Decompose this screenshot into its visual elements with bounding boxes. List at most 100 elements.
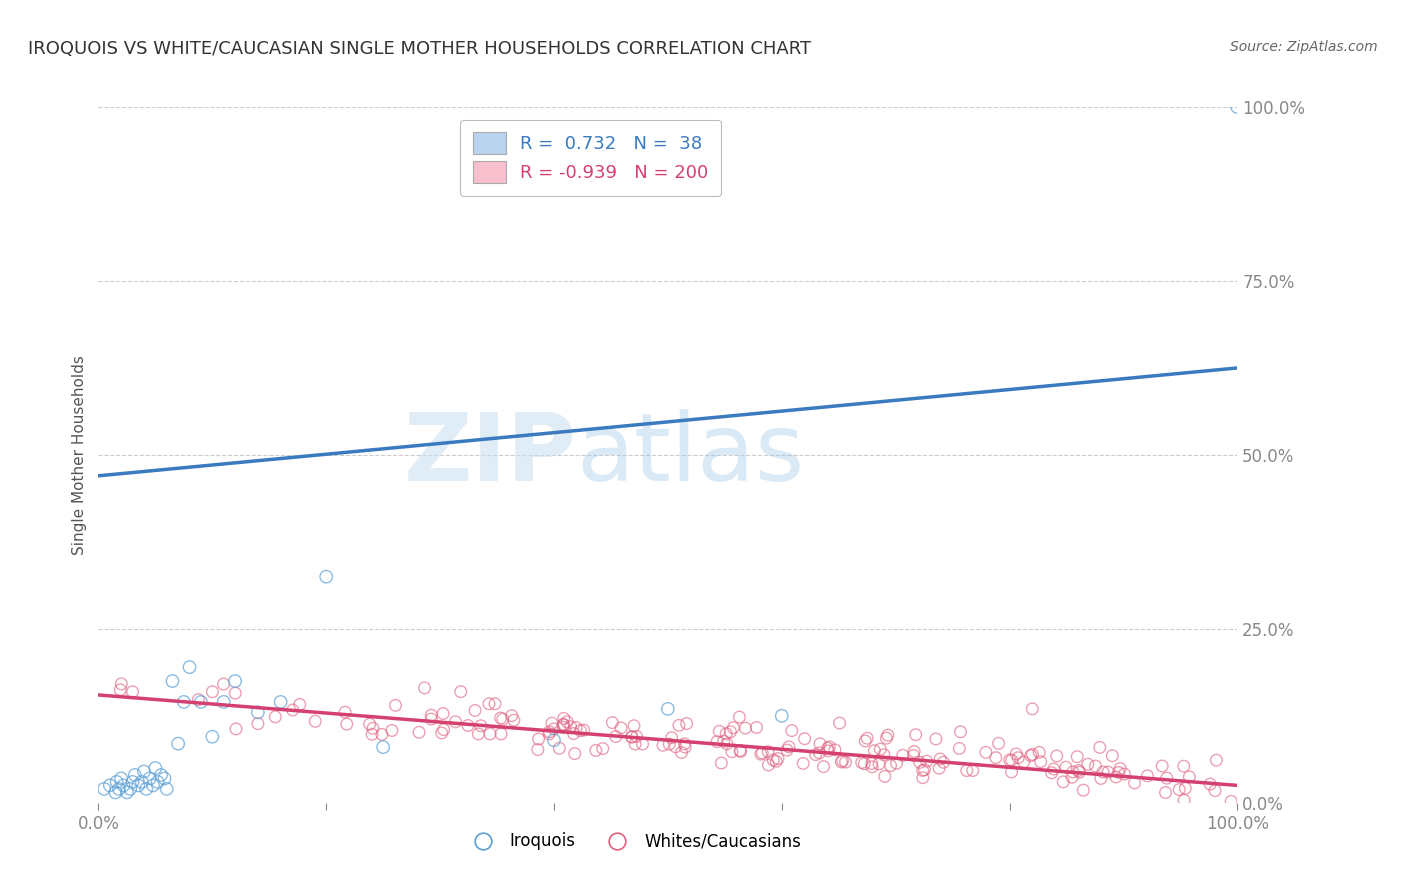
Point [876, 728, 898, 742]
Point [138, 772, 160, 786]
Point [108, 781, 131, 796]
Point [1204, 783, 1226, 797]
Point [225, 722, 247, 736]
Point [105, 775, 128, 789]
Point [984, 750, 1007, 764]
Point [501, 708, 523, 723]
Point [948, 741, 970, 756]
Point [246, 716, 269, 731]
Point [444, 714, 467, 729]
Point [489, 727, 512, 741]
Point [853, 756, 876, 771]
Point [818, 739, 841, 754]
Point [720, 724, 742, 739]
Point [853, 734, 876, 748]
Point [1077, 757, 1099, 772]
Point [538, 727, 561, 741]
Point [834, 755, 856, 769]
Point [661, 731, 683, 745]
Point [470, 719, 492, 733]
Point [929, 752, 952, 766]
Point [1092, 764, 1115, 779]
Point [201, 730, 224, 744]
Point [1152, 759, 1174, 773]
Point [903, 748, 925, 763]
Point [1066, 749, 1088, 764]
Point [706, 734, 728, 748]
Point [527, 742, 550, 756]
Point [93, 781, 115, 796]
Point [1173, 759, 1195, 773]
Point [1097, 764, 1119, 779]
Point [723, 721, 745, 735]
Point [420, 712, 443, 726]
Point [156, 781, 179, 796]
Point [212, 695, 235, 709]
Point [467, 727, 489, 741]
Point [716, 737, 738, 751]
Point [527, 731, 550, 746]
Point [813, 759, 835, 773]
Point [1205, 753, 1227, 767]
Point [413, 681, 436, 695]
Point [1174, 781, 1197, 796]
Point [709, 724, 731, 739]
Point [361, 727, 384, 741]
Point [478, 697, 501, 711]
Point [1001, 753, 1024, 767]
Point [758, 758, 780, 772]
Point [780, 723, 803, 738]
Point [1123, 776, 1146, 790]
Point [333, 705, 356, 719]
Point [110, 682, 132, 697]
Point [432, 706, 454, 721]
Point [1199, 777, 1222, 791]
Text: ZIP: ZIP [404, 409, 576, 501]
Point [664, 739, 686, 754]
Point [671, 746, 693, 760]
Point [713, 734, 735, 748]
Point [1088, 740, 1111, 755]
Point [911, 764, 934, 778]
Point [142, 778, 165, 793]
Text: Source: ZipAtlas.com: Source: ZipAtlas.com [1230, 40, 1378, 54]
Point [765, 755, 787, 769]
Point [668, 718, 690, 732]
Point [187, 692, 209, 706]
Point [804, 747, 827, 762]
Point [851, 756, 873, 770]
Point [756, 745, 779, 759]
Point [891, 748, 914, 763]
Point [420, 708, 443, 723]
Point [592, 741, 614, 756]
Point [673, 737, 696, 751]
Point [1012, 755, 1035, 769]
Point [808, 746, 831, 760]
Point [110, 677, 132, 691]
Point [730, 745, 752, 759]
Point [371, 740, 394, 755]
Point [1101, 748, 1123, 763]
Point [605, 730, 627, 744]
Point [1168, 782, 1191, 797]
Point [359, 717, 381, 731]
Point [831, 754, 853, 768]
Point [1108, 765, 1130, 780]
Point [560, 720, 582, 734]
Point [908, 756, 931, 770]
Point [776, 743, 799, 757]
Point [555, 714, 578, 729]
Point [502, 713, 524, 727]
Point [860, 760, 883, 774]
Point [543, 733, 565, 747]
Point [264, 710, 287, 724]
Point [770, 708, 793, 723]
Point [135, 781, 157, 796]
Point [1109, 762, 1132, 776]
Point [565, 721, 588, 735]
Point [127, 778, 149, 793]
Point [553, 717, 575, 731]
Point [863, 744, 886, 758]
Point [1178, 770, 1201, 784]
Point [1019, 748, 1042, 763]
